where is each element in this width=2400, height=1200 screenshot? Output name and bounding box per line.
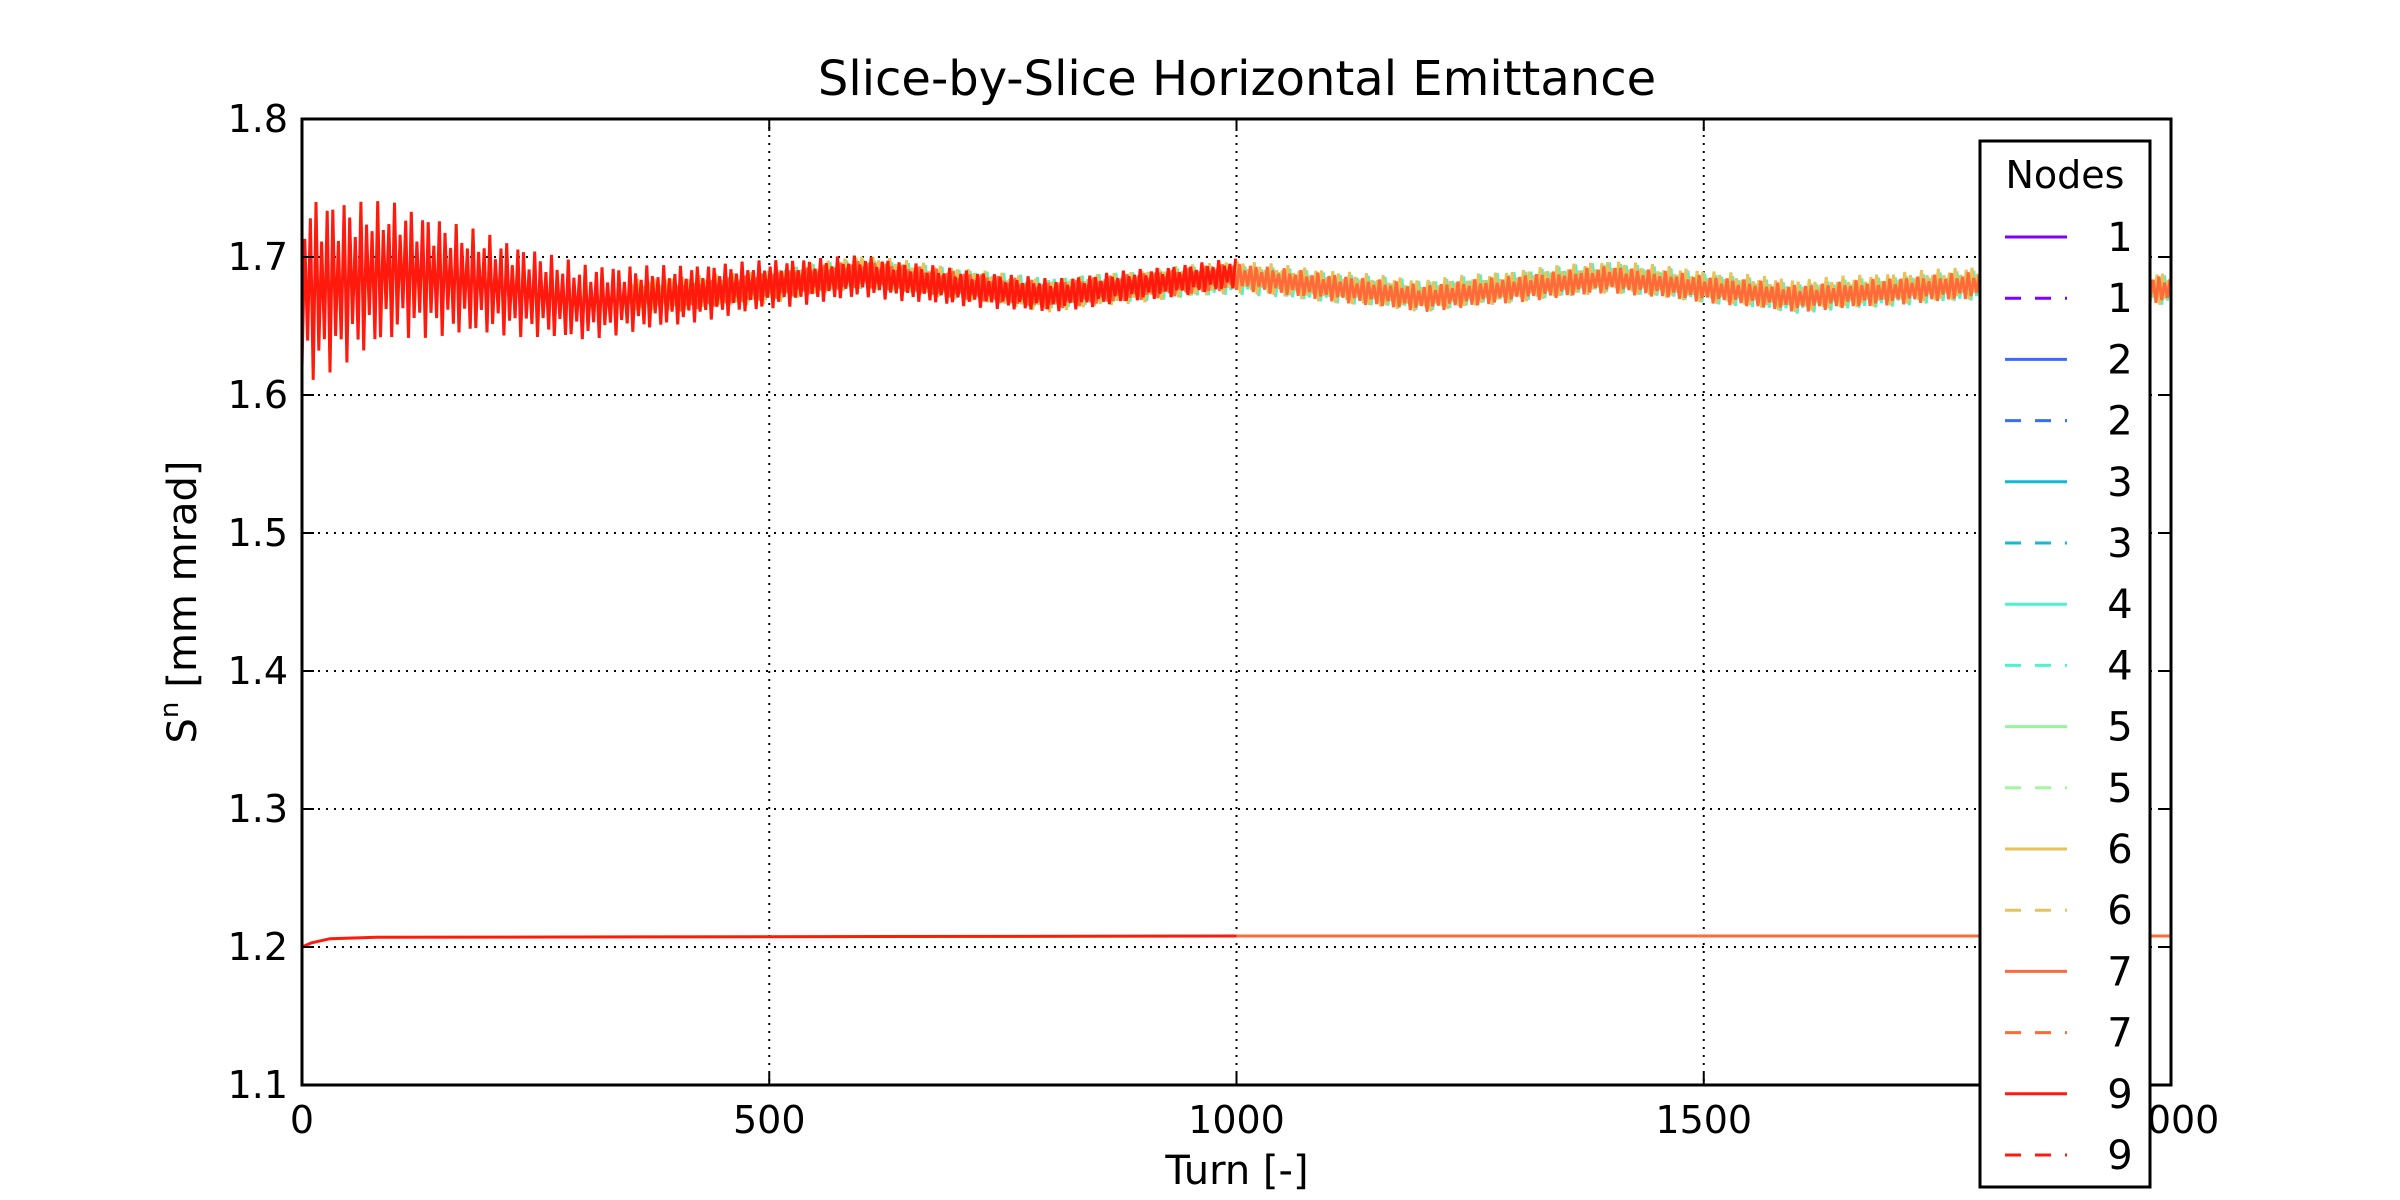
legend-label: 5 [2107,766,2132,812]
y-tick-label: 1.6 [228,373,288,417]
y-tick-label: 1.7 [228,235,288,279]
x-tick-label: 500 [733,1098,806,1142]
legend-label: 7 [2107,1011,2132,1057]
y-tick-label: 1.5 [228,511,288,555]
legend-label: 4 [2107,582,2132,628]
plot-series [300,201,2173,949]
legend-label: 9 [2107,1133,2132,1179]
legend-label: 6 [2107,888,2132,934]
series-line [300,201,1238,380]
y-tick-label: 1.4 [228,649,288,693]
legend-label: 7 [2107,949,2132,995]
legend-label: 3 [2107,460,2132,506]
svg-text:Sn[mm mrad]: Sn [mm mrad] [155,460,206,743]
legend-label: 9 [2107,1072,2132,1118]
y-tick-labels: 1.1 1.2 1.3 1.4 1.5 1.6 1.7 1.8 [228,97,288,1107]
y-tick-label: 1.3 [228,787,288,831]
y-tick-label: 1.2 [228,925,288,969]
y-axis-title: Sn [mm mrad] [155,460,206,743]
y-axis-title-base: S [160,718,206,743]
axis-ticks [301,118,2172,1086]
legend-label: 4 [2107,643,2132,689]
legend-label: 6 [2107,827,2132,873]
x-tick-label: 1500 [1655,1098,1752,1142]
x-tick-labels: 0 500 1000 1500 2000 [290,1098,2219,1142]
chart-title: Slice-by-Slice Horizontal Emittance [818,51,1656,107]
legend: Nodes 1 1 2 2 3 3 4 4 5 5 6 6 7 7 9 9 [1978,139,2152,1189]
series-line [674,260,2172,312]
legend-label: 2 [2107,337,2132,383]
legend-label: 2 [2107,399,2132,445]
series-line [301,934,1237,949]
x-tick-label: 0 [290,1098,314,1142]
x-axis-title: Turn [-] [1164,1148,1308,1194]
legend-label: 3 [2107,521,2132,567]
legend-label: 1 [2107,215,2132,261]
y-tick-label: 1.8 [228,97,288,141]
y-tick-label: 1.1 [228,1063,288,1107]
y-axis-title-sup: n [155,702,185,718]
legend-title: Nodes [2006,153,2125,197]
legend-label: 1 [2107,276,2132,322]
y-axis-title-rest: [mm mrad] [160,460,206,687]
x-tick-label: 1000 [1188,1098,1285,1142]
legend-label: 5 [2107,705,2132,751]
